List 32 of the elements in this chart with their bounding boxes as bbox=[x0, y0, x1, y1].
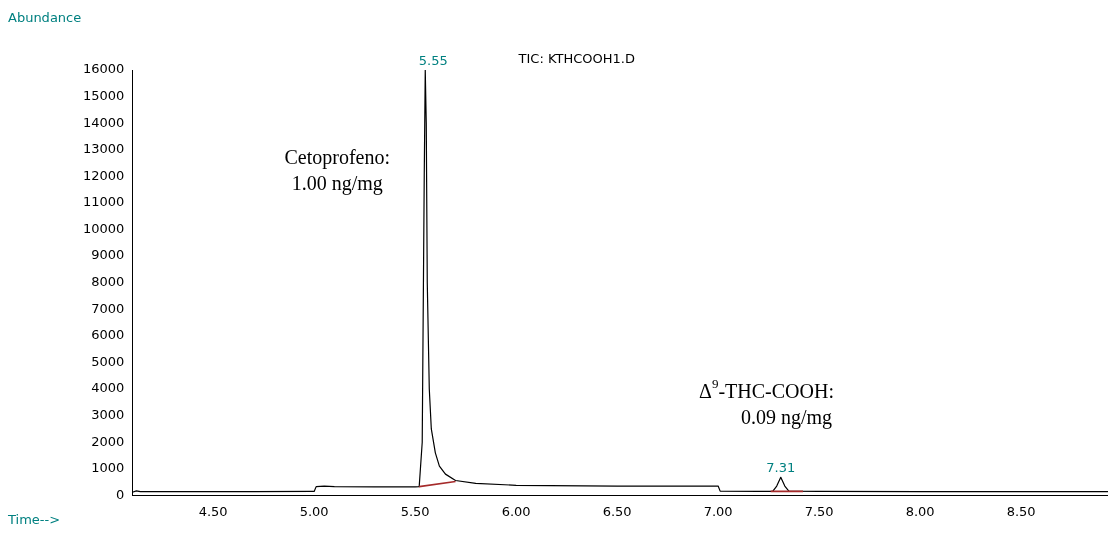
x-tick-label: 5.00 bbox=[299, 503, 329, 519]
y-tick-label: 13000 bbox=[83, 141, 125, 157]
annotation: 5.55 bbox=[418, 52, 448, 68]
y-tick-label: 12000 bbox=[83, 167, 125, 183]
y-tick-label: 5000 bbox=[91, 353, 125, 369]
x-tick-label: 8.50 bbox=[1006, 503, 1036, 519]
x-tick-label: 7.50 bbox=[804, 503, 834, 519]
x-tick-label: 8.00 bbox=[905, 503, 935, 519]
x-tick-label: 4.50 bbox=[198, 503, 228, 519]
y-tick-label: 4000 bbox=[91, 380, 125, 396]
y-tick-label: 3000 bbox=[91, 407, 125, 423]
x-tick-label: 5.50 bbox=[400, 503, 430, 519]
y-tick-label: 11000 bbox=[83, 194, 125, 210]
y-tick-label: 15000 bbox=[83, 87, 125, 103]
y-tick-label: 1000 bbox=[91, 460, 125, 476]
y-tick-label: 6000 bbox=[91, 327, 125, 343]
annotation: 7.31 bbox=[766, 460, 796, 476]
y-tick-label: 7000 bbox=[91, 300, 125, 316]
y-tick-label: 16000 bbox=[83, 61, 125, 77]
y-tick-label: 10000 bbox=[83, 220, 125, 236]
y-tick-label: 2000 bbox=[91, 433, 125, 449]
x-tick-label: 6.00 bbox=[501, 503, 531, 519]
y-tick-label: 8000 bbox=[91, 274, 125, 290]
annotation: Cetoprofeno: 1.00 ng/mg bbox=[284, 146, 391, 196]
x-tick-label: 6.50 bbox=[602, 503, 632, 519]
x-tick-label: 7.00 bbox=[703, 503, 733, 519]
chart-title: TIC: KTHCOOH1.D bbox=[517, 50, 635, 66]
y-tick-label: 9000 bbox=[91, 247, 125, 263]
y-tick-label: 0 bbox=[116, 486, 125, 502]
y-axis-title: Abundance bbox=[8, 10, 82, 25]
x-axis-title: Time--> bbox=[8, 512, 61, 527]
y-tick-label: 14000 bbox=[83, 114, 125, 130]
